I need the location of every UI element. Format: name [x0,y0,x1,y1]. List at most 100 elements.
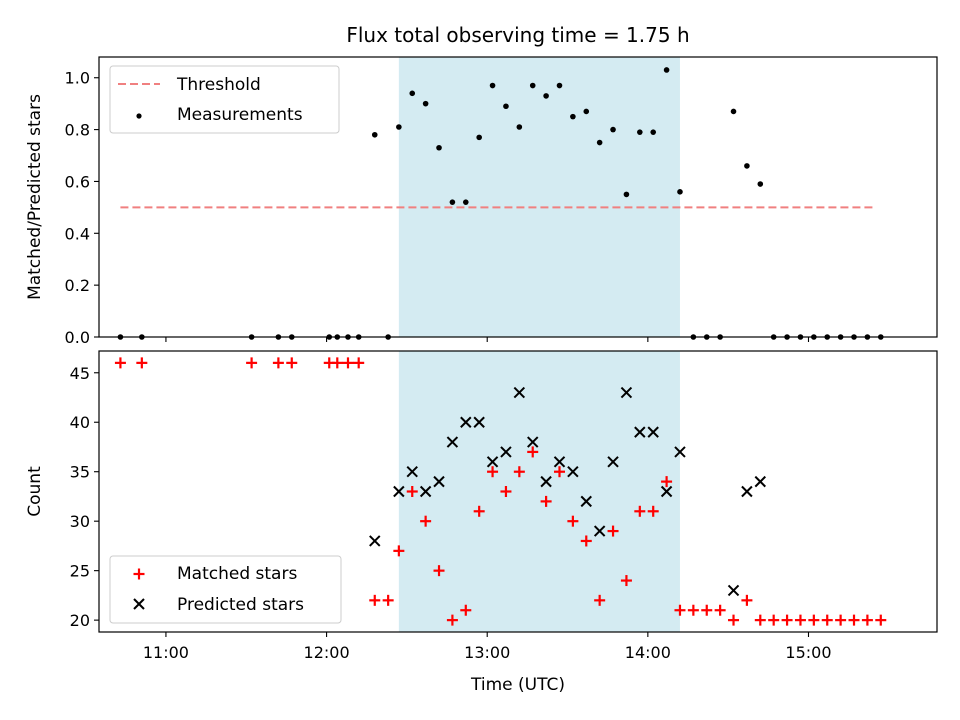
top-legend: Threshold Measurements [109,65,340,134]
predicted-point [527,436,539,448]
predicted-point [754,475,767,488]
matched-point [527,446,539,458]
predicted-point [553,456,566,468]
y-tick-label: 0.8 [65,121,90,140]
predicted-legend-swatch [133,598,145,610]
matched-point [393,545,405,557]
measurement-point [449,199,456,205]
matched-point [513,466,525,478]
x-tick-label: 14:00 [625,643,671,662]
predicted-point [580,495,592,508]
x-tick-label: 13:00 [464,643,510,662]
matched-point [286,357,298,369]
measurement-point [757,181,764,187]
matched-point [768,614,780,626]
measurement-point [677,189,683,195]
matched-point [620,575,632,587]
predicted-point [607,456,619,468]
matched-point [420,515,432,527]
predicted-point [513,386,526,399]
matched-point [661,476,673,488]
measurement-point [476,134,482,141]
measurement-point [516,124,523,130]
measurements-legend-label: Measurements [177,105,303,125]
matched-point [821,614,833,626]
threshold-legend-label: Threshold [176,75,261,95]
matched-point [808,614,820,626]
predicted-point [727,584,740,597]
predicted-point [660,485,673,498]
matched-legend-marker [133,568,145,580]
y-tick-label: 20 [70,611,90,630]
matched-point [875,614,887,626]
matched-point [500,486,512,497]
predicted-point [406,466,418,478]
matched-legend-label: Matched stars [177,564,297,584]
measurement-point [556,82,563,89]
predicted-point [460,416,472,428]
y-tick-label: 45 [70,364,90,383]
x-tick-label: 12:00 [304,643,350,662]
predicted-point [433,475,445,488]
matched-legend-swatch [133,568,145,580]
predicted-point [393,485,405,498]
bottom-axes-frame [98,350,938,633]
bottom-panel: 20 25 30 35 40 45 11:00 12:00 13:00 14:00 15:00 C… [25,350,938,695]
matched-point [246,357,258,369]
matched-point [272,357,284,369]
matched-point [353,357,365,369]
x-tick-label: 11:00 [143,643,189,662]
measurement-point [637,129,643,135]
matched-point [553,466,565,478]
predicted-point [567,466,579,478]
bottom-y-axis-label: Count [25,466,45,517]
top-axes-frame [98,56,938,338]
matched-point [794,614,806,626]
matched-point [754,614,766,626]
measurement-point [422,100,429,107]
top-panel: 0.0 0.2 0.4 0.6 0.8 1.0 Matched/Predicted sta… [25,56,938,347]
bottom-plot-marks [114,357,887,626]
matched-point [848,614,860,626]
measurement-point [462,199,469,205]
y-tick-label: 0.0 [65,328,90,347]
predicted-legend-marker [133,598,145,610]
matched-point [382,594,394,606]
y-tick-label: 35 [70,463,90,482]
matched-point [567,515,579,527]
matched-point [460,604,472,616]
measurement-point [583,108,590,115]
predicted-point [741,485,753,498]
matched-point [781,614,793,626]
bottom-highlight-span [398,351,680,632]
predicted-point [634,426,646,438]
matched-point [114,357,126,369]
x-tick-label: 15:00 [785,643,831,662]
predicted-point [369,535,381,547]
measurement-point [371,131,378,138]
top-x-ticks [165,337,810,342]
predicted-point [620,386,633,399]
matched-point [634,505,646,517]
chart-title: Flux total observing time = 1.75 h [346,23,689,47]
matched-point [446,614,458,626]
measurement-point [543,93,549,99]
bottom-legend: Matched stars Predicted stars [109,555,342,624]
matched-point [607,525,619,537]
matched-point [647,505,659,517]
measurement-point [610,126,616,133]
bottom-y-ticks: 20 25 30 35 40 45 [70,364,99,630]
predicted-point [540,475,552,488]
y-tick-label: 0.6 [65,172,90,191]
predicted-point [647,426,659,438]
matched-point [701,604,713,616]
predicted-point [446,436,459,448]
top-highlight-span [398,57,680,337]
predicted-legend-label: Predicted stars [177,595,304,615]
predicted-point [473,416,485,428]
top-plot-marks [117,67,884,340]
measurement-point [623,191,630,198]
measurements-legend-swatch [136,113,142,119]
matched-point [714,604,726,616]
measurement-point [744,163,750,169]
